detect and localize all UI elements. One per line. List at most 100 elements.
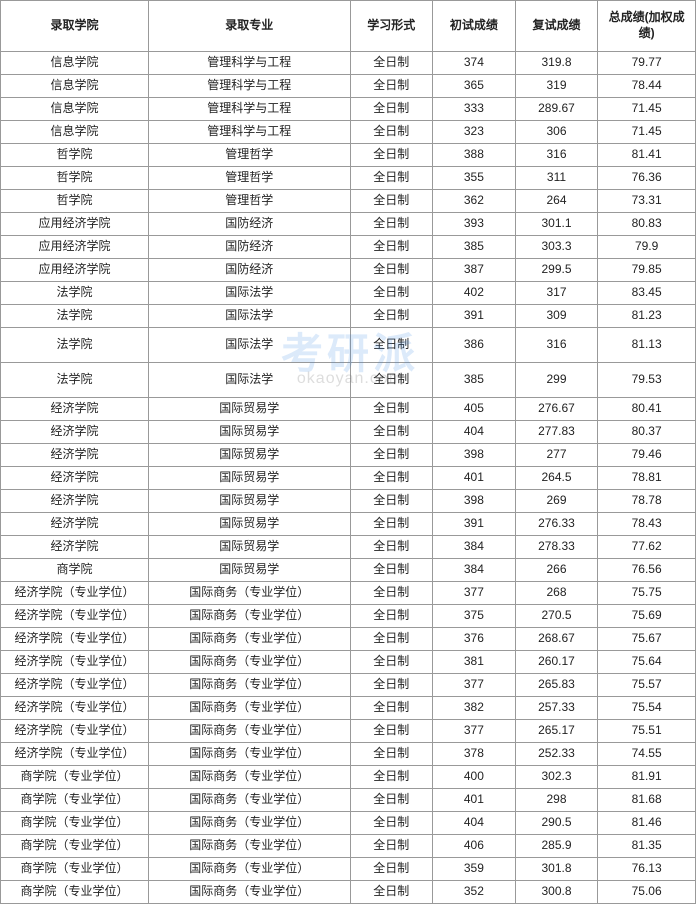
cell-major: 国际商务（专业学位） <box>149 674 350 697</box>
cell-total: 75.67 <box>598 628 696 651</box>
cell-school: 法学院 <box>1 282 149 305</box>
cell-mode: 全日制 <box>350 697 433 720</box>
cell-mode: 全日制 <box>350 743 433 766</box>
cell-school: 哲学院 <box>1 167 149 190</box>
cell-total: 81.41 <box>598 144 696 167</box>
table-row: 法学院国际法学全日制38529979.53 <box>1 363 696 398</box>
cell-reexam: 309 <box>515 305 598 328</box>
cell-school: 商学院（专业学位） <box>1 858 149 881</box>
cell-prelim: 400 <box>433 766 516 789</box>
cell-prelim: 404 <box>433 421 516 444</box>
cell-major: 国际商务（专业学位） <box>149 881 350 904</box>
cell-major: 国际贸易学 <box>149 490 350 513</box>
admission-table: 录取学院 录取专业 学习形式 初试成绩 复试成绩 总成绩(加权成绩) 信息学院管… <box>0 0 696 904</box>
table-header-row: 录取学院 录取专业 学习形式 初试成绩 复试成绩 总成绩(加权成绩) <box>1 1 696 52</box>
cell-prelim: 355 <box>433 167 516 190</box>
cell-prelim: 385 <box>433 363 516 398</box>
cell-mode: 全日制 <box>350 421 433 444</box>
cell-major: 国际商务（专业学位） <box>149 605 350 628</box>
cell-school: 信息学院 <box>1 98 149 121</box>
cell-school: 应用经济学院 <box>1 259 149 282</box>
table-row: 商学院（专业学位）国际商务（专业学位）全日制400302.381.91 <box>1 766 696 789</box>
cell-reexam: 276.33 <box>515 513 598 536</box>
cell-prelim: 402 <box>433 282 516 305</box>
cell-major: 国际贸易学 <box>149 536 350 559</box>
cell-major: 国防经济 <box>149 236 350 259</box>
cell-mode: 全日制 <box>350 328 433 363</box>
cell-reexam: 268 <box>515 582 598 605</box>
cell-school: 哲学院 <box>1 144 149 167</box>
cell-major: 国际商务（专业学位） <box>149 858 350 881</box>
cell-major: 管理科学与工程 <box>149 98 350 121</box>
cell-school: 经济学院（专业学位） <box>1 651 149 674</box>
cell-prelim: 391 <box>433 305 516 328</box>
cell-prelim: 377 <box>433 582 516 605</box>
table-row: 商学院（专业学位）国际商务（专业学位）全日制359301.876.13 <box>1 858 696 881</box>
cell-reexam: 269 <box>515 490 598 513</box>
table-row: 经济学院（专业学位）国际商务（专业学位）全日制381260.1775.64 <box>1 651 696 674</box>
table-row: 经济学院（专业学位）国际商务（专业学位）全日制382257.3375.54 <box>1 697 696 720</box>
table-row: 信息学院管理科学与工程全日制36531978.44 <box>1 75 696 98</box>
cell-prelim: 377 <box>433 674 516 697</box>
cell-school: 经济学院（专业学位） <box>1 582 149 605</box>
cell-major: 管理科学与工程 <box>149 52 350 75</box>
cell-prelim: 401 <box>433 789 516 812</box>
cell-mode: 全日制 <box>350 444 433 467</box>
col-header-reexam: 复试成绩 <box>515 1 598 52</box>
cell-reexam: 277.83 <box>515 421 598 444</box>
cell-prelim: 406 <box>433 835 516 858</box>
cell-major: 管理科学与工程 <box>149 121 350 144</box>
cell-reexam: 300.8 <box>515 881 598 904</box>
cell-prelim: 398 <box>433 444 516 467</box>
col-header-major: 录取专业 <box>149 1 350 52</box>
cell-reexam: 260.17 <box>515 651 598 674</box>
cell-school: 商学院（专业学位） <box>1 789 149 812</box>
cell-reexam: 302.3 <box>515 766 598 789</box>
cell-total: 76.13 <box>598 858 696 881</box>
cell-school: 经济学院 <box>1 444 149 467</box>
cell-reexam: 285.9 <box>515 835 598 858</box>
cell-mode: 全日制 <box>350 720 433 743</box>
cell-school: 经济学院（专业学位） <box>1 674 149 697</box>
cell-total: 80.83 <box>598 213 696 236</box>
cell-school: 应用经济学院 <box>1 236 149 259</box>
table-row: 经济学院（专业学位）国际商务（专业学位）全日制376268.6775.67 <box>1 628 696 651</box>
cell-reexam: 319.8 <box>515 52 598 75</box>
cell-mode: 全日制 <box>350 789 433 812</box>
cell-reexam: 303.3 <box>515 236 598 259</box>
cell-prelim: 381 <box>433 651 516 674</box>
cell-mode: 全日制 <box>350 467 433 490</box>
cell-prelim: 384 <box>433 536 516 559</box>
table-row: 商学院国际贸易学全日制38426676.56 <box>1 559 696 582</box>
cell-mode: 全日制 <box>350 766 433 789</box>
cell-school: 经济学院（专业学位） <box>1 628 149 651</box>
cell-mode: 全日制 <box>350 75 433 98</box>
cell-reexam: 301.1 <box>515 213 598 236</box>
table-row: 经济学院国际贸易学全日制384278.3377.62 <box>1 536 696 559</box>
table-row: 经济学院国际贸易学全日制404277.8380.37 <box>1 421 696 444</box>
cell-school: 经济学院 <box>1 490 149 513</box>
cell-reexam: 316 <box>515 144 598 167</box>
cell-mode: 全日制 <box>350 858 433 881</box>
cell-total: 71.45 <box>598 98 696 121</box>
cell-major: 国际贸易学 <box>149 444 350 467</box>
cell-mode: 全日制 <box>350 121 433 144</box>
table-row: 经济学院（专业学位）国际商务（专业学位）全日制37726875.75 <box>1 582 696 605</box>
cell-total: 75.54 <box>598 697 696 720</box>
cell-mode: 全日制 <box>350 213 433 236</box>
cell-major: 国际法学 <box>149 305 350 328</box>
cell-mode: 全日制 <box>350 605 433 628</box>
cell-total: 81.13 <box>598 328 696 363</box>
cell-total: 78.78 <box>598 490 696 513</box>
cell-total: 75.69 <box>598 605 696 628</box>
cell-major: 国际商务（专业学位） <box>149 720 350 743</box>
cell-school: 经济学院（专业学位） <box>1 743 149 766</box>
table-row: 应用经济学院国防经济全日制385303.379.9 <box>1 236 696 259</box>
cell-major: 国际商务（专业学位） <box>149 743 350 766</box>
cell-reexam: 306 <box>515 121 598 144</box>
cell-total: 73.31 <box>598 190 696 213</box>
cell-mode: 全日制 <box>350 582 433 605</box>
table-row: 经济学院（专业学位）国际商务（专业学位）全日制377265.1775.51 <box>1 720 696 743</box>
cell-reexam: 265.17 <box>515 720 598 743</box>
cell-prelim: 323 <box>433 121 516 144</box>
